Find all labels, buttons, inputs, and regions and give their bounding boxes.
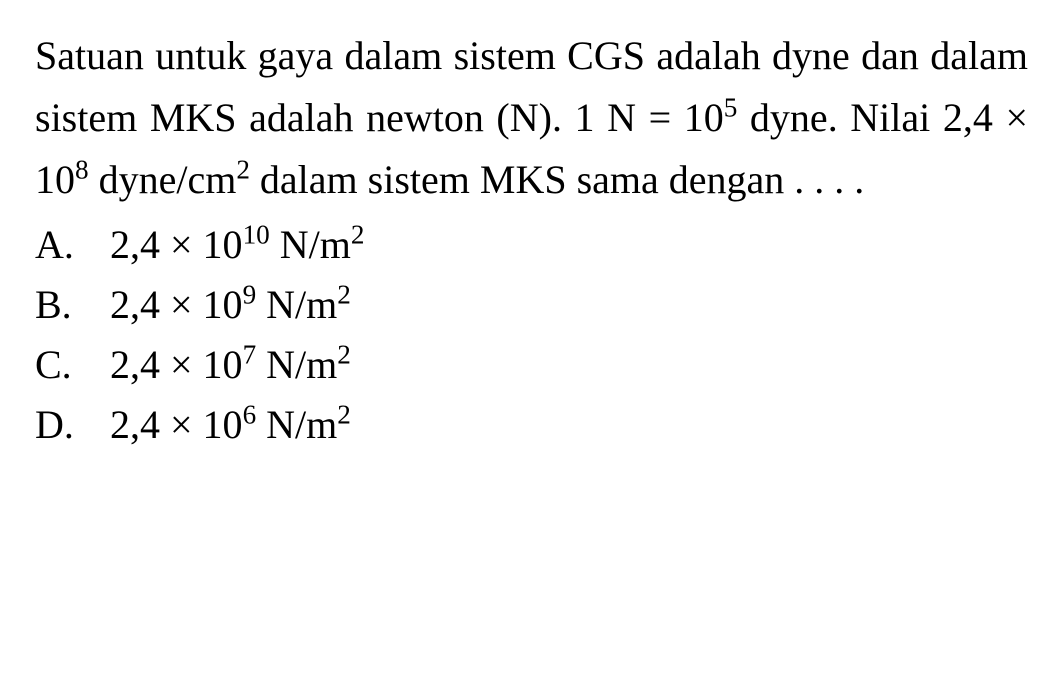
option-a-value: 2,4 × 1010 N/m2 bbox=[110, 215, 364, 275]
option-b-sup2: 2 bbox=[337, 280, 351, 310]
option-c-sup2: 2 bbox=[337, 340, 351, 370]
option-a: A. 2,4 × 1010 N/m2 bbox=[35, 215, 1028, 275]
option-d-part2: N/m bbox=[256, 402, 337, 447]
option-b-part2: N/m bbox=[256, 282, 337, 327]
option-b: B. 2,4 × 109 N/m2 bbox=[35, 275, 1028, 335]
option-b-sup1: 9 bbox=[243, 280, 257, 310]
question-sup3: 2 bbox=[236, 155, 250, 185]
option-c-sup1: 7 bbox=[243, 340, 257, 370]
option-a-part1: 2,4 × 10 bbox=[110, 222, 243, 267]
option-c-letter: C. bbox=[35, 335, 110, 395]
option-c-value: 2,4 × 107 N/m2 bbox=[110, 335, 351, 395]
option-a-sup1: 10 bbox=[243, 220, 270, 250]
question-part4: dalam sistem MKS sama dengan . . . . bbox=[250, 157, 864, 202]
option-c: C. 2,4 × 107 N/m2 bbox=[35, 335, 1028, 395]
option-a-part2: N/m bbox=[270, 222, 351, 267]
question-part3: dyne/cm bbox=[89, 157, 237, 202]
option-d-sup1: 6 bbox=[243, 400, 257, 430]
option-d-value: 2,4 × 106 N/m2 bbox=[110, 395, 351, 455]
option-b-letter: B. bbox=[35, 275, 110, 335]
option-d-part1: 2,4 × 10 bbox=[110, 402, 243, 447]
option-a-letter: A. bbox=[35, 215, 110, 275]
question-sup1: 5 bbox=[724, 93, 738, 123]
question-sup2: 8 bbox=[75, 155, 89, 185]
option-c-part2: N/m bbox=[256, 342, 337, 387]
option-d: D. 2,4 × 106 N/m2 bbox=[35, 395, 1028, 455]
option-b-value: 2,4 × 109 N/m2 bbox=[110, 275, 351, 335]
option-d-sup2: 2 bbox=[337, 400, 351, 430]
option-c-part1: 2,4 × 10 bbox=[110, 342, 243, 387]
option-b-part1: 2,4 × 10 bbox=[110, 282, 243, 327]
question-text: Satuan untuk gaya dalam sistem CGS adala… bbox=[35, 25, 1028, 211]
option-a-sup2: 2 bbox=[351, 220, 365, 250]
options-list: A. 2,4 × 1010 N/m2 B. 2,4 × 109 N/m2 C. … bbox=[35, 215, 1028, 455]
option-d-letter: D. bbox=[35, 395, 110, 455]
